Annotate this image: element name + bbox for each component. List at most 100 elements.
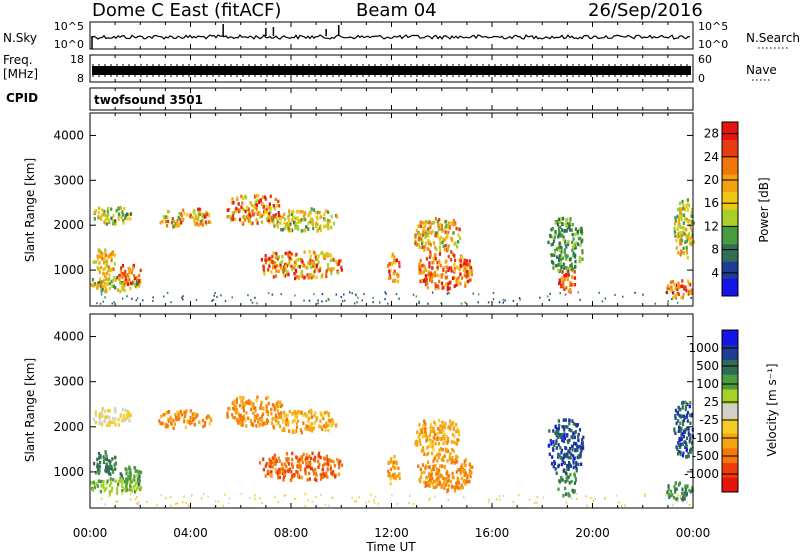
- data-cell: [562, 216, 565, 221]
- data-cell: [331, 418, 334, 423]
- data-cell: [427, 460, 430, 464]
- data-cell: [315, 215, 318, 219]
- data-cell: [101, 284, 104, 289]
- data-cell: [98, 270, 101, 274]
- data-cell: [242, 207, 245, 212]
- data-cell: [274, 496, 276, 499]
- data-cell: [457, 275, 460, 280]
- data-cell: [570, 283, 573, 287]
- data-cell: [353, 500, 356, 503]
- data-cell: [131, 478, 134, 482]
- data-cell: [307, 410, 311, 414]
- data-cell: [116, 275, 119, 280]
- data-cell: [108, 268, 111, 272]
- data-cell: [372, 296, 374, 299]
- data-cell: [330, 214, 333, 219]
- data-cell: [573, 282, 577, 287]
- data-cell: [392, 271, 395, 276]
- data-cell: [440, 223, 443, 228]
- data-cell: [680, 426, 683, 431]
- data-cell: [667, 300, 669, 303]
- data-cell: [687, 279, 690, 283]
- data-cell: [272, 262, 275, 267]
- data-cell: [133, 489, 137, 494]
- data-cell: [685, 250, 688, 254]
- data-cell: [312, 208, 316, 212]
- velocity-colorbar-segment: [722, 403, 738, 419]
- data-cell: [264, 197, 267, 201]
- data-cell: [392, 460, 395, 465]
- data-cell: [460, 302, 463, 305]
- data-cell: [674, 287, 677, 291]
- data-cell: [137, 502, 139, 505]
- data-cell: [120, 215, 123, 219]
- data-cell: [577, 242, 580, 246]
- data-cell: [244, 194, 247, 199]
- data-cell: [309, 218, 312, 222]
- data-cell: [188, 420, 191, 424]
- velocity-colorbar-segment: [722, 462, 738, 478]
- data-cell: [108, 273, 111, 277]
- data-cell: [100, 281, 103, 286]
- data-cell: [559, 220, 562, 225]
- velocity-colorbar-segment: [722, 330, 738, 346]
- data-cell: [323, 218, 327, 222]
- data-cell: [92, 417, 96, 422]
- data-cell: [436, 265, 439, 269]
- data-cell: [323, 224, 326, 229]
- data-cell: [393, 473, 396, 478]
- data-cell: [419, 258, 422, 263]
- data-cell: [321, 427, 324, 431]
- data-cell: [398, 297, 400, 300]
- data-cell: [440, 430, 443, 434]
- data-cell: [293, 272, 296, 276]
- data-cell: [673, 230, 676, 234]
- data-cell: [287, 226, 290, 231]
- data-cell: [574, 442, 577, 446]
- data-cell: [431, 221, 434, 225]
- data-cell: [436, 273, 439, 278]
- data-cell: [319, 419, 322, 423]
- data-cell: [447, 436, 450, 441]
- data-cell: [266, 412, 270, 417]
- data-cell: [99, 302, 102, 305]
- data-cell: [220, 294, 222, 297]
- data-cell: [315, 478, 318, 482]
- data-cell: [101, 407, 104, 411]
- data-cell: [327, 428, 330, 433]
- data-cell: [228, 407, 231, 411]
- data-cell: [689, 421, 692, 425]
- data-cell: [681, 279, 684, 283]
- data-cell: [604, 297, 607, 300]
- data-cell: [670, 493, 673, 498]
- data-cell: [565, 255, 568, 260]
- data-cell: [441, 434, 444, 439]
- data-cell: [574, 464, 577, 469]
- data-cell: [327, 413, 330, 418]
- data-cell: [551, 455, 554, 459]
- data-cell: [94, 410, 97, 415]
- data-cell: [573, 435, 576, 440]
- data-cell: [251, 403, 254, 407]
- data-cell: [673, 282, 676, 287]
- data-cell: [284, 264, 287, 269]
- data-cell: [105, 263, 108, 268]
- data-cell: [277, 412, 280, 416]
- data-cell: [290, 264, 293, 269]
- data-cell: [580, 449, 583, 453]
- data-cell: [436, 260, 439, 265]
- data-cell: [197, 214, 200, 219]
- data-cell: [282, 469, 285, 473]
- data-cell: [128, 465, 131, 469]
- data-cell: [337, 262, 340, 266]
- data-cell: [415, 439, 418, 444]
- data-cell: [585, 495, 587, 498]
- data-cell: [555, 247, 558, 252]
- data-cell: [397, 466, 400, 470]
- data-cell: [116, 500, 119, 503]
- data-cell: [272, 424, 275, 429]
- data-cell: [104, 273, 107, 278]
- data-cell: [415, 228, 418, 233]
- data-cell: [310, 265, 313, 269]
- data-cell: [309, 462, 312, 466]
